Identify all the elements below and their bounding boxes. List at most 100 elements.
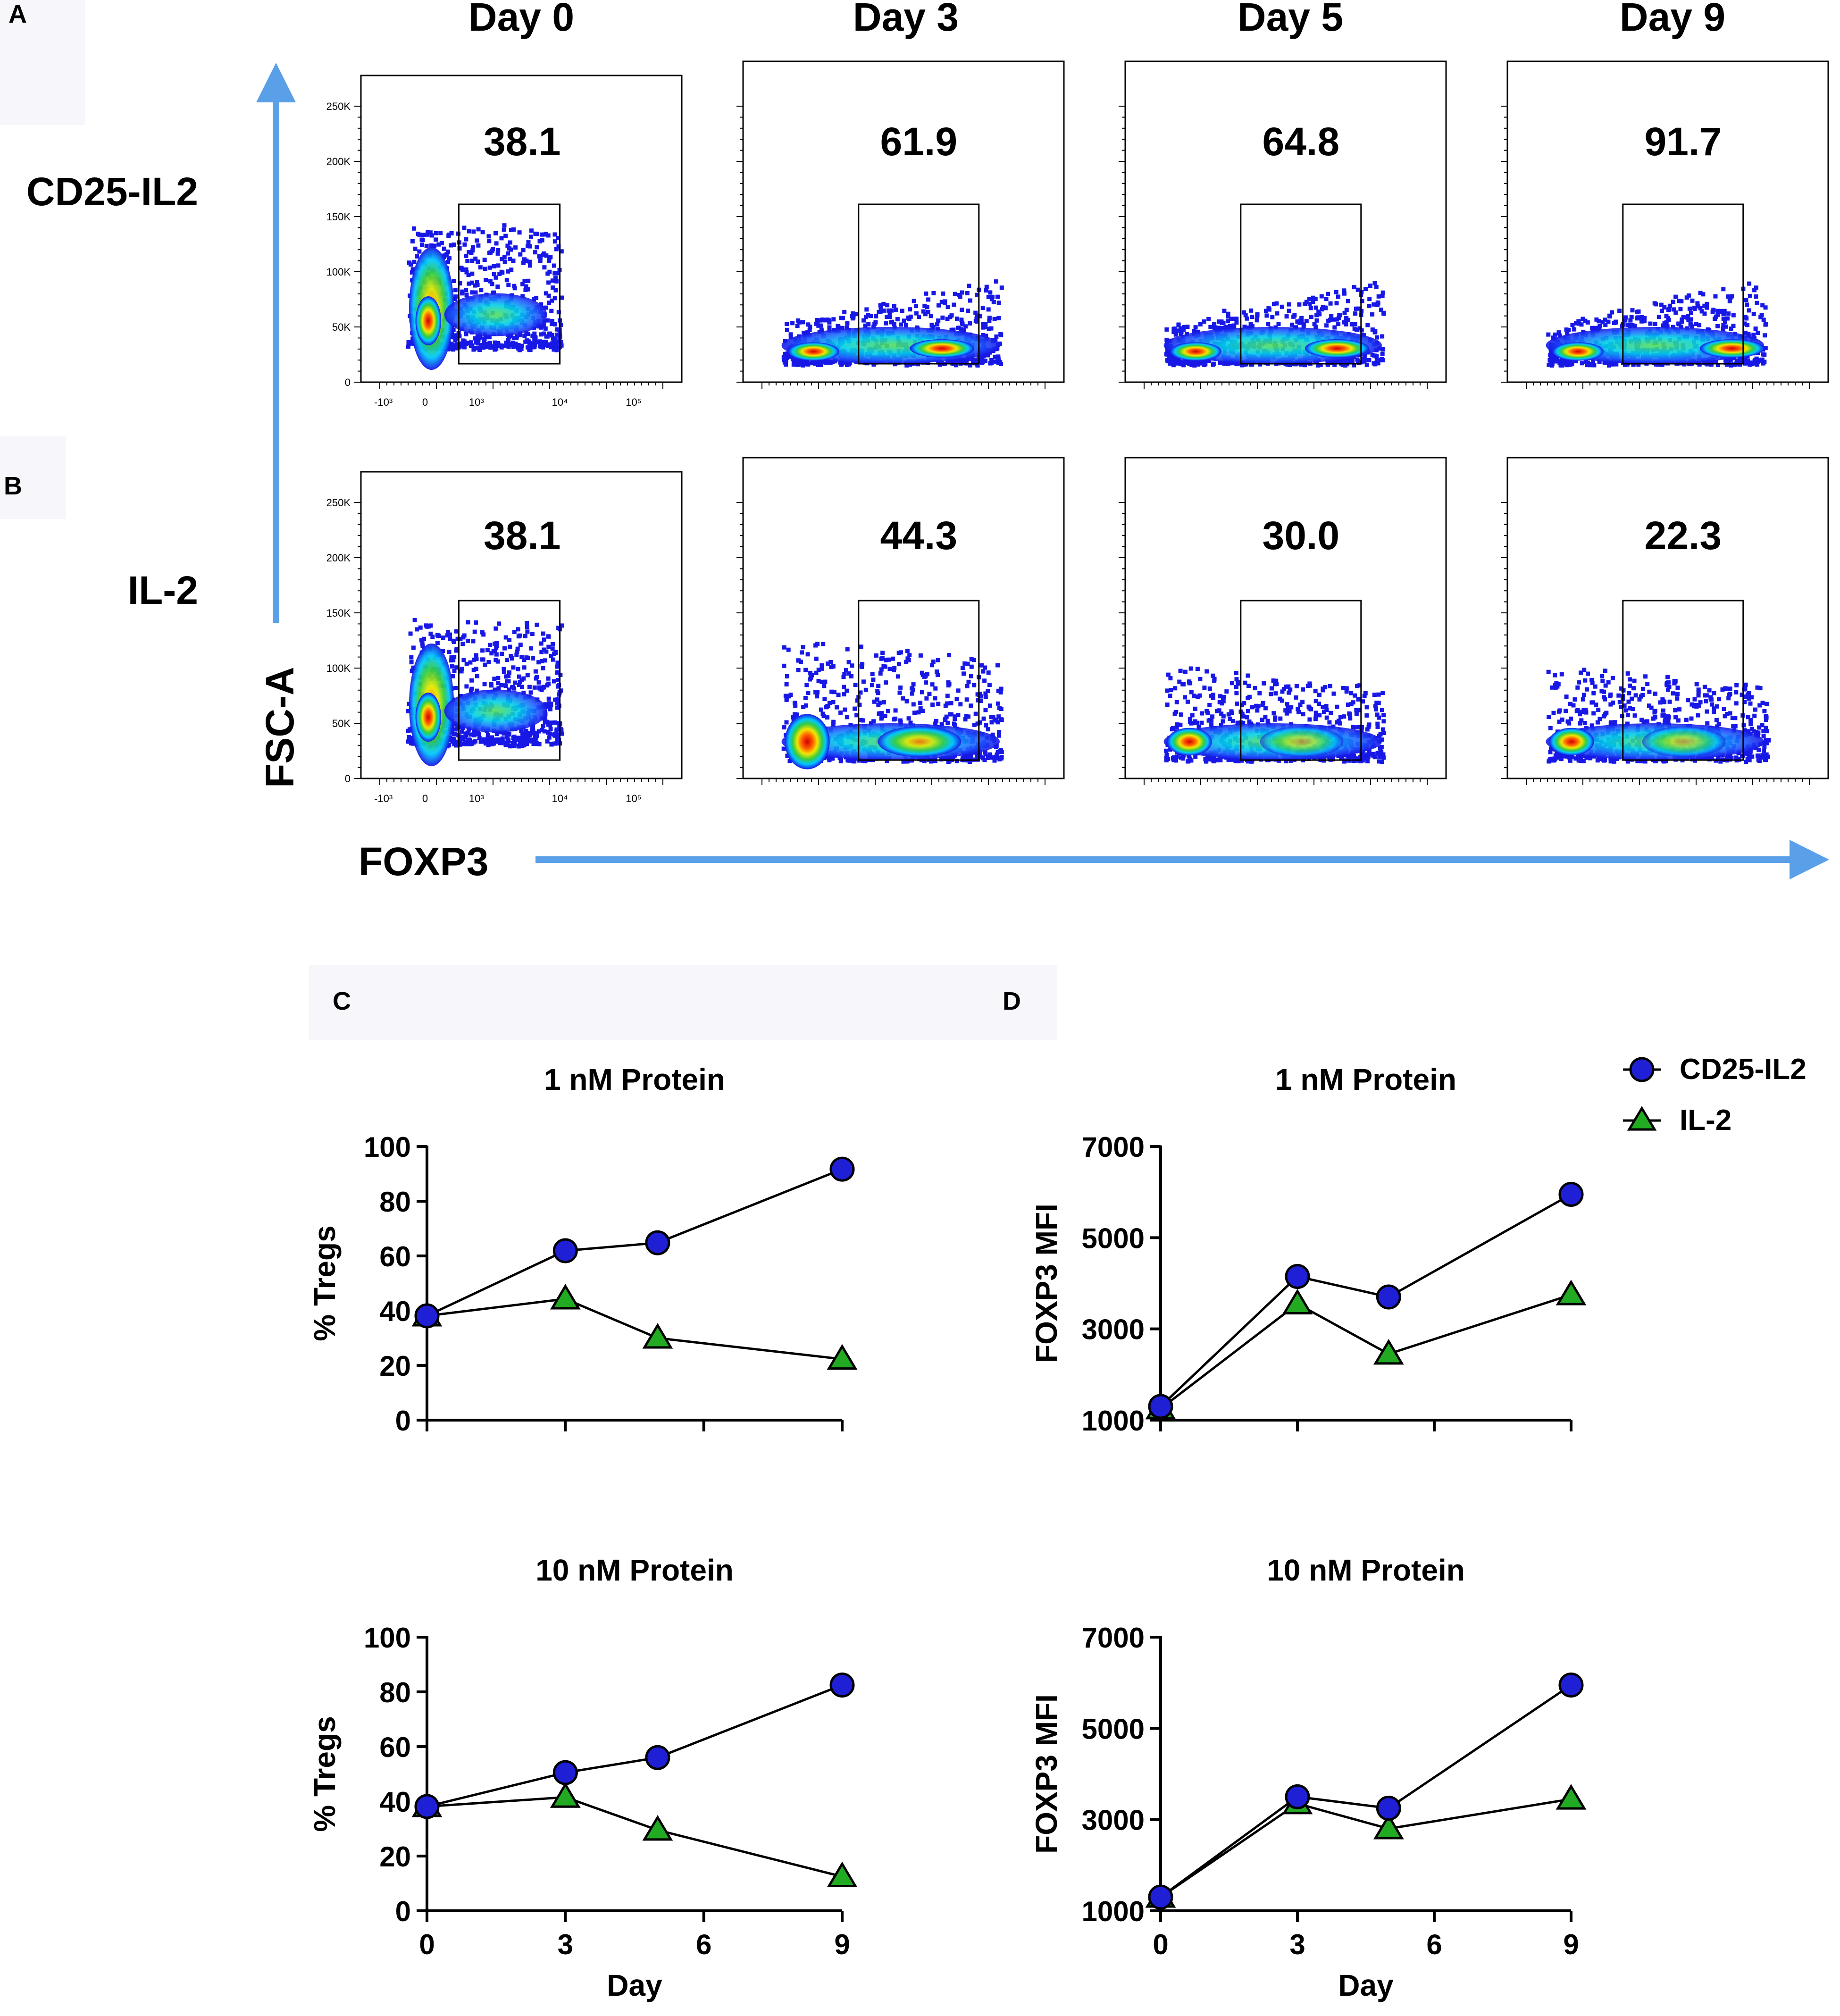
flow-plot-r0-c2: 64.8 bbox=[1119, 60, 1447, 389]
flow-events bbox=[406, 223, 564, 370]
row-label-cd25-il2: CD25-IL2 bbox=[26, 169, 198, 214]
y-axis-label: % Tregs bbox=[308, 1225, 342, 1341]
gate-percentage: 44.3 bbox=[880, 513, 958, 558]
x-tick-label: 6 bbox=[1426, 1929, 1442, 1960]
series-line-il2 bbox=[427, 1297, 843, 1361]
chart-title: 10 nM Protein bbox=[535, 1553, 734, 1587]
point-cd25-il2 bbox=[1148, 1394, 1173, 1419]
flow-y-tick-label: 150K bbox=[326, 211, 351, 223]
y-axis-label: FOXP3 MFI bbox=[1029, 1694, 1063, 1854]
series-line-il2 bbox=[427, 1796, 843, 1878]
legend-entry-cd25-il2: CD25-IL2 bbox=[1623, 1053, 1807, 1086]
legend-circle-marker bbox=[1629, 1057, 1655, 1082]
y-tick-label: 1000 bbox=[1082, 1405, 1145, 1437]
x-tick-label: 0 bbox=[419, 1929, 435, 1960]
flow-events bbox=[1163, 281, 1386, 368]
flow-plot-r0-c3: 91.7 bbox=[1501, 60, 1829, 389]
point-cd25-il2 bbox=[1558, 1182, 1584, 1207]
series-line-cd25-il2 bbox=[1160, 1193, 1572, 1407]
x-tick-label: 3 bbox=[1289, 1929, 1305, 1960]
flow-x-tick-label: -10³ bbox=[374, 396, 393, 408]
point-cd25-il2 bbox=[552, 1760, 578, 1785]
flow-y-tick-label: 200K bbox=[326, 552, 351, 564]
y-tick-label: 3000 bbox=[1082, 1805, 1145, 1836]
y-axis-label: FOXP3 MFI bbox=[1029, 1204, 1063, 1363]
y-tick-label: 40 bbox=[379, 1786, 411, 1818]
flow-plot-r1-c3: 22.3 bbox=[1501, 457, 1829, 785]
point-cd25-il2 bbox=[645, 1745, 670, 1770]
gate-percentage: 38.1 bbox=[484, 119, 561, 164]
flow-x-tick-label: -10³ bbox=[374, 793, 393, 804]
flow-events bbox=[781, 642, 1004, 770]
y-tick-label: 0 bbox=[395, 1405, 411, 1437]
foxp3-label: FOXP3 bbox=[359, 839, 488, 884]
treg-gate bbox=[458, 600, 561, 761]
y-tick-label: 100 bbox=[364, 1622, 411, 1654]
treg-gate bbox=[1622, 203, 1744, 365]
point-il2 bbox=[1556, 1280, 1587, 1305]
day-header-9: Day 9 bbox=[1620, 0, 1725, 39]
panel-label-d: D bbox=[1003, 987, 1021, 1015]
flow-x-tick-label: 0 bbox=[422, 793, 428, 804]
point-cd25-il2 bbox=[1285, 1784, 1310, 1809]
y-tick-label: 80 bbox=[379, 1677, 411, 1708]
gate-percentage: 30.0 bbox=[1263, 513, 1340, 558]
fsc-a-label: FSC-A bbox=[258, 667, 302, 788]
point-il2 bbox=[1373, 1338, 1404, 1365]
day-header-3: Day 3 bbox=[853, 0, 959, 39]
flow-x-tick-label: 10⁴ bbox=[552, 793, 568, 804]
panel-label-a: A bbox=[8, 0, 27, 28]
y-tick-label: 100 bbox=[364, 1131, 411, 1163]
x-tick-label: 3 bbox=[558, 1929, 573, 1960]
x-tick-label: 0 bbox=[1153, 1929, 1168, 1960]
gate-percentage: 61.9 bbox=[880, 119, 958, 164]
point-il2 bbox=[827, 1344, 858, 1370]
point-il2 bbox=[1556, 1784, 1587, 1810]
y-tick-label: 7000 bbox=[1082, 1131, 1145, 1163]
flow-y-tick-label: 0 bbox=[345, 376, 351, 388]
line-chart-1: 1 nM Protein 1000 3000 5000 7000 FOXP3 MFI bbox=[1029, 1062, 1587, 1437]
flow-y-tick-label: 200K bbox=[326, 156, 351, 167]
y-tick-label: 80 bbox=[379, 1186, 411, 1218]
flow-events bbox=[1163, 666, 1386, 764]
treg-gate bbox=[458, 203, 561, 365]
point-il2 bbox=[642, 1323, 673, 1349]
flow-x-tick-label: 10³ bbox=[469, 396, 484, 408]
day-header-0: Day 0 bbox=[468, 0, 574, 39]
x-tick-label: 9 bbox=[834, 1929, 850, 1960]
line-chart-0: 1 nM Protein 0 20 40 60 80 100 % Tregs bbox=[308, 1062, 858, 1437]
flow-y-tick-label: 250K bbox=[326, 497, 351, 509]
panel-label-b: B bbox=[4, 472, 22, 500]
flow-plot-r0-c0: 250K 200K 150K 100K 50K 0 -10³ 0 10³ 10⁴ 10⁵ 38.1 bbox=[326, 75, 683, 408]
day-header-5: Day 5 bbox=[1238, 0, 1343, 39]
point-cd25-il2 bbox=[1558, 1673, 1584, 1698]
chart-title: 1 nM Protein bbox=[544, 1062, 725, 1096]
y-tick-label: 0 bbox=[395, 1896, 411, 1927]
flow-plot-r1-c2: 30.0 bbox=[1119, 457, 1447, 785]
series-line-il2 bbox=[1160, 1798, 1572, 1899]
flow-y-tick-label: 50K bbox=[332, 321, 351, 333]
gate-percentage: 91.7 bbox=[1645, 119, 1722, 164]
y-tick-label: 20 bbox=[379, 1841, 411, 1873]
y-tick-label: 60 bbox=[379, 1732, 411, 1763]
flow-plot-r1-c1: 44.3 bbox=[736, 457, 1065, 785]
treg-gate bbox=[858, 203, 980, 365]
flow-plot-r1-c0: 250K 200K 150K 100K 50K 0 -10³ 0 10³ 10⁴ 10⁵ 38.1 bbox=[326, 471, 683, 804]
flow-y-tick-label: 100K bbox=[326, 662, 351, 674]
point-cd25-il2 bbox=[1285, 1264, 1310, 1289]
row-label-il2: IL-2 bbox=[128, 568, 198, 612]
gate-percentage: 64.8 bbox=[1263, 119, 1340, 164]
y-tick-label: 7000 bbox=[1082, 1622, 1145, 1654]
flow-plot-r0-c1: 61.9 bbox=[736, 60, 1065, 389]
treg-gate bbox=[1622, 600, 1744, 761]
flow-x-tick-label: 0 bbox=[422, 396, 428, 408]
gate-percentage: 38.1 bbox=[484, 513, 561, 558]
x-axis-label: Day bbox=[607, 1968, 662, 2002]
y-tick-label: 20 bbox=[379, 1350, 411, 1382]
gate-percentage: 22.3 bbox=[1645, 513, 1722, 558]
line-chart-3: 10 nM Protein 1000 3000 5000 7000 0 3 6 9 FOXP3 M… bbox=[1029, 1553, 1587, 2002]
y-tick-label: 3000 bbox=[1082, 1314, 1145, 1346]
point-il2 bbox=[1282, 1288, 1313, 1314]
point-cd25-il2 bbox=[1376, 1796, 1401, 1821]
